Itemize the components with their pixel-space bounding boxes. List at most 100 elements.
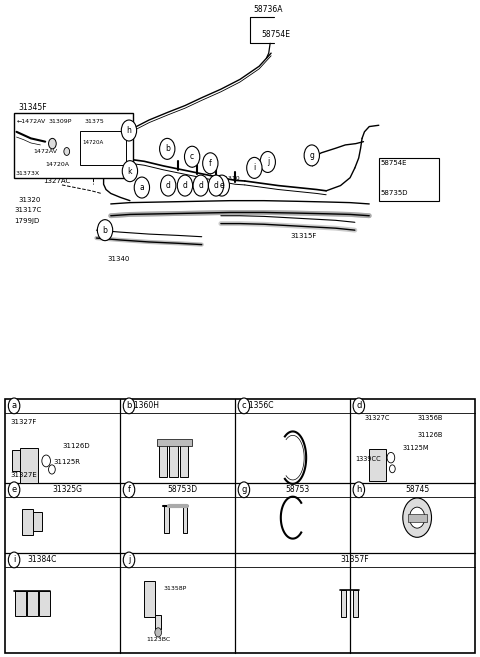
Text: b: b — [126, 401, 132, 411]
Text: 31357F: 31357F — [341, 555, 369, 564]
Circle shape — [403, 498, 432, 537]
Text: f: f — [209, 159, 212, 168]
Text: 14720A: 14720A — [82, 140, 103, 145]
Text: 58753: 58753 — [286, 486, 310, 494]
Circle shape — [389, 465, 395, 473]
Text: e: e — [12, 486, 17, 494]
Text: 58754E: 58754E — [381, 160, 407, 166]
Circle shape — [160, 175, 176, 196]
Text: 1799JD: 1799JD — [14, 218, 39, 224]
Text: 31320: 31320 — [18, 197, 40, 203]
Text: 1327AC: 1327AC — [43, 178, 70, 184]
FancyBboxPatch shape — [169, 445, 178, 478]
Circle shape — [353, 482, 365, 497]
Circle shape — [247, 158, 262, 178]
Text: 31327F: 31327F — [10, 419, 36, 424]
Text: ←1472AV: ←1472AV — [16, 119, 46, 124]
Circle shape — [208, 175, 224, 196]
Text: 31125R: 31125R — [53, 459, 80, 465]
Text: g: g — [309, 151, 314, 160]
Text: 31356C: 31356C — [244, 401, 274, 411]
Text: j: j — [266, 158, 269, 166]
Circle shape — [159, 139, 175, 160]
FancyBboxPatch shape — [22, 509, 33, 535]
Circle shape — [8, 552, 20, 568]
FancyBboxPatch shape — [27, 591, 37, 616]
Text: 58736A: 58736A — [253, 5, 283, 14]
Text: f: f — [128, 486, 131, 494]
Circle shape — [260, 152, 276, 173]
Text: 31125M: 31125M — [403, 445, 430, 451]
Text: d: d — [166, 181, 171, 190]
Text: 31345F: 31345F — [19, 103, 48, 112]
FancyBboxPatch shape — [20, 449, 38, 483]
Bar — [5, 399, 475, 653]
FancyBboxPatch shape — [33, 512, 42, 531]
Text: 31310: 31310 — [221, 176, 240, 181]
Text: 31317C: 31317C — [14, 208, 41, 214]
Text: h: h — [127, 126, 132, 135]
Text: k: k — [128, 167, 132, 175]
Text: d: d — [214, 181, 218, 190]
Circle shape — [304, 145, 320, 166]
Circle shape — [134, 177, 150, 198]
Bar — [157, 440, 192, 446]
FancyBboxPatch shape — [182, 506, 187, 533]
Text: 31360H: 31360H — [129, 401, 159, 411]
FancyBboxPatch shape — [352, 590, 358, 618]
Text: c: c — [190, 152, 194, 161]
Circle shape — [123, 482, 135, 497]
Text: i: i — [253, 164, 255, 172]
Text: 31309P: 31309P — [48, 119, 72, 124]
Text: 31327E: 31327E — [10, 472, 37, 478]
Text: 58754E: 58754E — [262, 30, 290, 39]
Circle shape — [8, 398, 20, 414]
Circle shape — [177, 175, 192, 196]
Circle shape — [123, 552, 135, 568]
Text: 31126B: 31126B — [417, 432, 443, 438]
Text: 31340: 31340 — [107, 256, 129, 262]
Circle shape — [123, 398, 135, 414]
Circle shape — [238, 482, 250, 497]
Circle shape — [42, 455, 50, 467]
FancyBboxPatch shape — [156, 615, 161, 629]
Text: j: j — [128, 555, 130, 564]
FancyBboxPatch shape — [159, 445, 168, 478]
Text: 31375: 31375 — [85, 119, 105, 124]
Circle shape — [193, 175, 208, 196]
Text: 58753D: 58753D — [168, 486, 198, 494]
Text: 31384C: 31384C — [27, 555, 56, 564]
Text: a: a — [140, 183, 144, 192]
Text: 1339CC: 1339CC — [355, 456, 381, 462]
Text: b: b — [165, 145, 170, 153]
Text: e: e — [219, 181, 224, 190]
Text: g: g — [241, 486, 247, 494]
Circle shape — [203, 153, 218, 173]
Circle shape — [353, 398, 365, 414]
Text: 14720A: 14720A — [45, 162, 69, 167]
Circle shape — [64, 148, 70, 156]
Text: a: a — [12, 401, 17, 411]
Circle shape — [387, 453, 395, 463]
Bar — [14, 114, 133, 177]
Circle shape — [97, 219, 113, 240]
Circle shape — [121, 120, 137, 141]
Text: 31325G: 31325G — [53, 486, 83, 494]
Circle shape — [48, 139, 56, 149]
Text: 1123BC: 1123BC — [147, 637, 171, 642]
Text: 31126D: 31126D — [63, 443, 91, 449]
Circle shape — [155, 628, 162, 637]
Text: i: i — [13, 555, 15, 564]
Text: h: h — [356, 486, 361, 494]
Circle shape — [214, 175, 229, 196]
FancyBboxPatch shape — [340, 590, 346, 618]
Circle shape — [238, 398, 250, 414]
FancyBboxPatch shape — [12, 450, 20, 471]
Text: 58745: 58745 — [405, 486, 429, 494]
Bar — [408, 514, 427, 522]
Text: d: d — [198, 181, 203, 190]
Text: d: d — [182, 181, 187, 190]
Text: 31358P: 31358P — [164, 586, 187, 591]
Text: b: b — [103, 225, 108, 235]
Text: c: c — [241, 401, 246, 411]
